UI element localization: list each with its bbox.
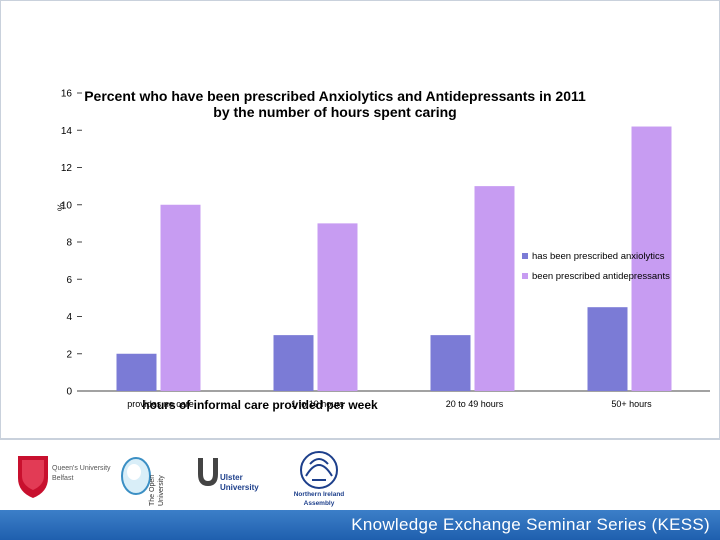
y-tick-label: 8 bbox=[66, 238, 72, 249]
svg-text:Northern Ireland: Northern Ireland bbox=[294, 491, 345, 498]
x-tick-label: 1 to 19 hours bbox=[291, 399, 344, 409]
footer-bar: Knowledge Exchange Seminar Series (KESS) bbox=[0, 510, 720, 540]
bar-antidepressants-1 bbox=[317, 223, 358, 391]
bar-antidepressants-2 bbox=[474, 186, 515, 391]
open-university-logo: The Open University bbox=[118, 450, 178, 513]
legend-label-antidepressants: been prescribed antidepressants bbox=[532, 270, 670, 282]
svg-text:University: University bbox=[158, 475, 165, 506]
legend: has been prescribed anxiolytics been pre… bbox=[522, 246, 670, 286]
x-tick-label: 20 to 49 hours bbox=[446, 399, 504, 409]
legend-item-anxiolytics: has been prescribed anxiolytics bbox=[522, 246, 670, 266]
y-tick-label: 14 bbox=[61, 126, 73, 137]
y-tick-label: 12 bbox=[61, 163, 73, 174]
svg-text:Belfast: Belfast bbox=[52, 475, 73, 482]
bar-anxiolytics-1 bbox=[273, 335, 314, 391]
y-tick-label: 0 bbox=[66, 387, 72, 398]
svg-text:Assembly: Assembly bbox=[304, 500, 335, 507]
bar-anxiolytics-2 bbox=[430, 335, 471, 391]
logo-strip: Queen's University Belfast The Open Univ… bbox=[0, 440, 720, 510]
x-tick-label: 50+ hours bbox=[611, 399, 652, 409]
legend-swatch-anxiolytics bbox=[522, 253, 528, 259]
chart-title-line2: by the number of hours spent caring bbox=[213, 104, 457, 120]
chart-title: Percent who have been prescribed Anxioly… bbox=[60, 88, 610, 120]
footer-text: Knowledge Exchange Seminar Series (KESS) bbox=[351, 515, 710, 534]
ni-assembly-logo: Northern Ireland Assembly bbox=[286, 448, 356, 515]
bar-antidepressants-0 bbox=[160, 204, 201, 391]
chart-title-line1: Percent who have been prescribed Anxioly… bbox=[84, 88, 586, 104]
bars bbox=[116, 126, 672, 392]
bar-chart: 0 2 4 6 8 10 12 14 16 provides no care 1 to 19 ho… bbox=[56, 89, 710, 412]
svg-text:University: University bbox=[220, 483, 259, 492]
y-tick-label: 10 bbox=[61, 200, 73, 211]
legend-label-anxiolytics: has been prescribed anxiolytics bbox=[532, 250, 665, 262]
svg-text:Queen's University: Queen's University bbox=[52, 465, 111, 472]
y-axis-label: % bbox=[56, 203, 66, 211]
y-tick-label: 4 bbox=[66, 312, 72, 323]
y-tick-label: 6 bbox=[66, 275, 72, 286]
bar-antidepressants-3 bbox=[631, 126, 672, 392]
legend-item-antidepressants: been prescribed antidepressants bbox=[522, 266, 670, 286]
svg-text:The Open: The Open bbox=[149, 475, 156, 506]
bar-anxiolytics-0 bbox=[116, 353, 157, 391]
y-tick-label: 2 bbox=[66, 349, 72, 360]
x-tick-labels: provides no care 1 to 19 hours 20 to 49 ho… bbox=[127, 399, 652, 409]
x-tick-label: provides no care bbox=[127, 399, 194, 409]
ulster-university-logo: Ulster University bbox=[196, 456, 266, 501]
y-tick-label: 16 bbox=[61, 89, 73, 100]
queens-university-logo: Queen's University Belfast bbox=[12, 452, 112, 505]
bar-anxiolytics-3 bbox=[587, 307, 628, 391]
divider bbox=[0, 438, 720, 440]
legend-swatch-antidepressants bbox=[522, 273, 528, 279]
x-axis-label: hours of informal care provided per week bbox=[142, 398, 378, 412]
svg-text:Ulster: Ulster bbox=[220, 473, 243, 482]
